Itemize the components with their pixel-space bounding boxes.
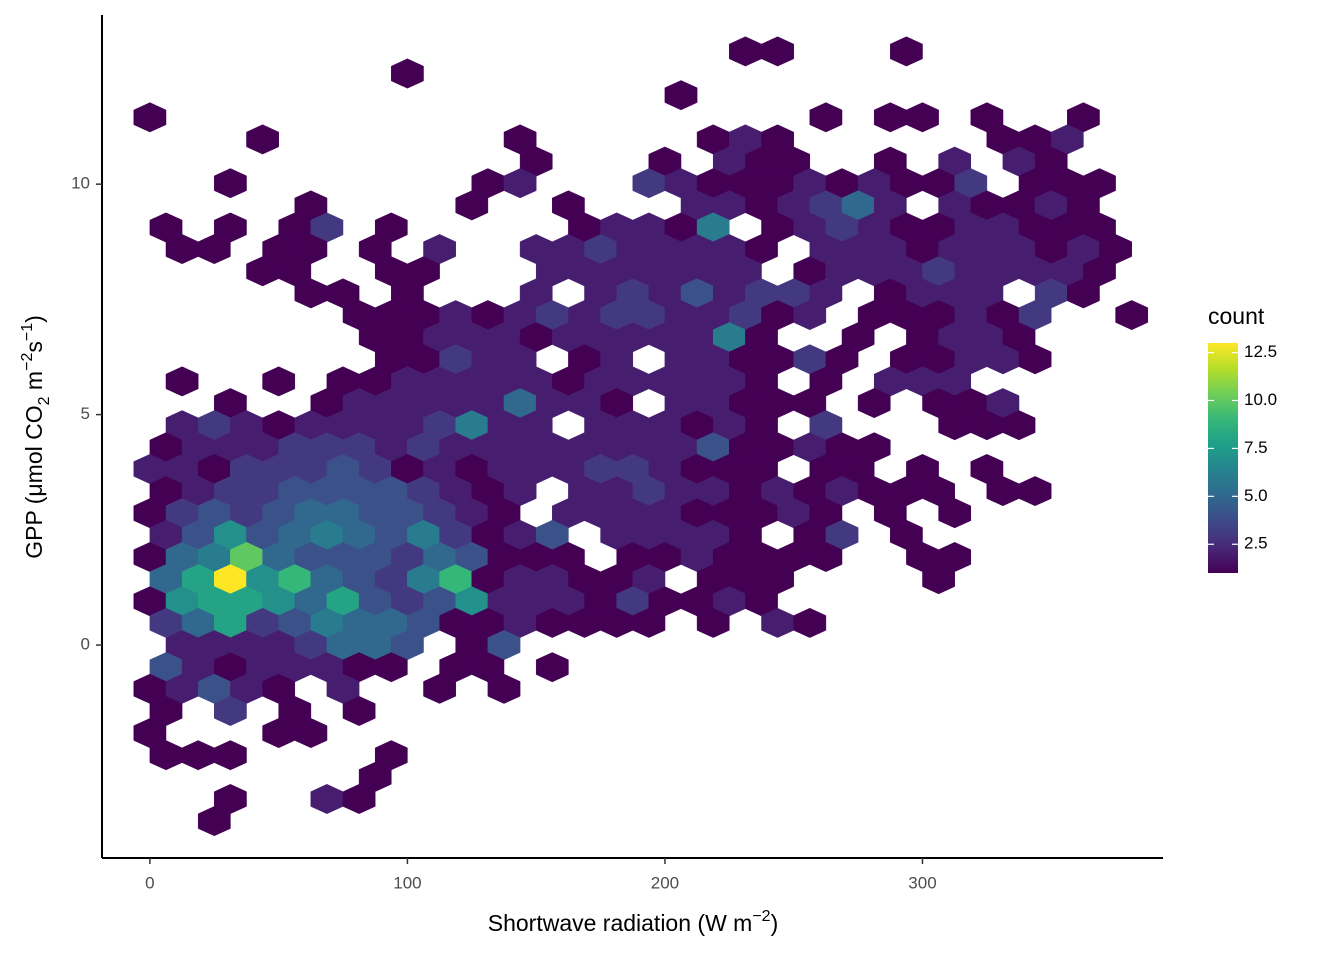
hex	[696, 607, 730, 638]
hex	[632, 607, 666, 638]
hex	[809, 102, 843, 133]
y-title-sub: 2	[36, 396, 53, 405]
hex	[922, 564, 955, 595]
hex	[938, 498, 972, 529]
hex	[133, 102, 167, 133]
hex	[1002, 410, 1036, 441]
hex	[165, 366, 199, 397]
hex	[487, 673, 521, 704]
colorbar	[1208, 343, 1238, 573]
x-title-sup: −2	[752, 908, 770, 925]
x-title-part: )	[771, 910, 779, 936]
hex	[793, 300, 827, 331]
y-title-part: GPP (μmol CO	[21, 405, 47, 558]
legend-title: count	[1208, 303, 1265, 329]
y-title-sup: −2	[19, 353, 36, 371]
hex	[310, 784, 344, 814]
colorbar-tick-label: 7.5	[1244, 438, 1268, 457]
hex	[246, 124, 279, 155]
hex	[214, 696, 247, 726]
hex	[342, 696, 376, 726]
y-tick-label: 0	[81, 635, 90, 654]
colorbar-tick-label: 10.0	[1244, 390, 1277, 409]
hex	[857, 388, 891, 419]
hex-layer	[133, 36, 1149, 837]
colorbar-tick-label: 12.5	[1244, 342, 1277, 361]
hex	[423, 673, 456, 704]
x-title-part: Shortwave radiation (W m	[488, 910, 753, 936]
colorbar-tick-label: 2.5	[1244, 534, 1268, 553]
hex	[503, 168, 537, 199]
hex	[294, 718, 328, 749]
x-tick-label: 300	[908, 873, 936, 892]
x-tick-label: 100	[393, 873, 421, 892]
hex	[890, 36, 923, 67]
hex	[535, 652, 569, 683]
hex	[1018, 476, 1052, 507]
x-axis-title: Shortwave radiation (W m−2)	[488, 908, 779, 936]
hex	[729, 36, 762, 67]
hex	[873, 102, 907, 133]
hex	[1067, 278, 1100, 309]
y-title-sup: −1	[19, 323, 36, 341]
hex	[262, 366, 296, 397]
y-title-part: m	[21, 371, 47, 397]
hex	[455, 190, 489, 221]
y-title-part: )	[21, 315, 47, 323]
hex	[1115, 300, 1149, 331]
hex	[214, 168, 247, 199]
y-tick-label: 10	[71, 174, 90, 193]
hex	[374, 652, 408, 683]
hex	[664, 80, 698, 111]
hex	[1018, 344, 1052, 375]
hex	[197, 806, 231, 837]
hex	[793, 607, 827, 638]
hex	[181, 740, 215, 771]
hex	[342, 784, 376, 814]
colorbar-tick-label: 5.0	[1244, 486, 1268, 505]
hex	[809, 542, 843, 572]
hex	[214, 740, 247, 771]
x-tick-label: 200	[651, 873, 679, 892]
hex	[761, 36, 794, 67]
y-axis-title: GPP (μmol CO2 m−2s−1)	[19, 315, 53, 559]
y-title-part: s	[21, 341, 47, 353]
y-tick-label: 5	[81, 404, 90, 423]
hex	[391, 58, 424, 89]
hex	[906, 102, 939, 133]
hex	[197, 234, 231, 265]
x-tick-label: 0	[145, 873, 154, 892]
